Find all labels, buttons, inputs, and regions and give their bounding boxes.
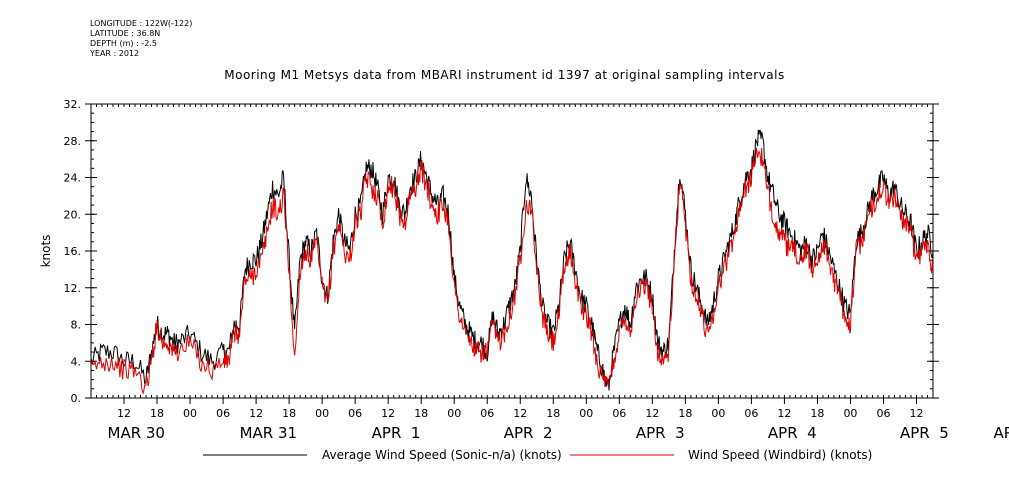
y-tick-label: 20. (64, 208, 82, 221)
depth-text: DEPTH (m) : -2.5 (90, 39, 157, 48)
x-hour-label: 18 (678, 407, 692, 420)
x-hour-label: 00 (843, 407, 857, 420)
series-layer (90, 129, 934, 394)
y-axis-label: knots (39, 235, 53, 268)
series-line-windbird-wind-speed (90, 147, 934, 394)
x-hour-label: 06 (216, 407, 230, 420)
x-day-label: APR 5 (900, 424, 949, 442)
x-hour-label: 00 (447, 407, 461, 420)
axes-group: 0. 4. 8. 12. 16. 20. 24. 28. 32. knots 12 18 00 06 12 1… (39, 98, 1009, 442)
x-day-label: APR 1 (372, 424, 421, 442)
y-tick-label: 28. (64, 135, 82, 148)
x-hour-label: 00 (315, 407, 329, 420)
y-tick-label: 32. (64, 98, 82, 111)
legend-label-windbird: Wind Speed (Windbird) (knots) (688, 448, 872, 462)
y-tick-label: 24. (64, 172, 82, 185)
longitude-text: LONGITUDE : 122W(-122) (90, 19, 193, 28)
x-hour-label: 00 (579, 407, 593, 420)
x-hour-label: 18 (546, 407, 560, 420)
x-hour-label: 12 (117, 407, 131, 420)
x-hour-label: 12 (909, 407, 923, 420)
x-hour-label: 00 (183, 407, 197, 420)
y-tick-label: 16. (64, 245, 82, 258)
y-tick-label: 12. (64, 282, 82, 295)
series-line-average-wind-speed (90, 129, 934, 391)
x-day-label: MAR 30 (108, 424, 165, 442)
latitude-text: LATITUDE : 36.8N (90, 29, 161, 38)
legend-label-average: Average Wind Speed (Sonic-n/a) (knots) (322, 448, 562, 462)
y-tick-label: 4. (71, 355, 82, 368)
x-hour-label: 18 (414, 407, 428, 420)
x-hour-label: 12 (777, 407, 791, 420)
x-hour-label: 06 (876, 407, 890, 420)
x-day-label: APR 4 (768, 424, 817, 442)
x-hour-label: 12 (249, 407, 263, 420)
x-day-label: APR 6 (994, 424, 1009, 442)
x-hour-label: 12 (645, 407, 659, 420)
x-hour-label: 18 (150, 407, 164, 420)
chart-title: Mooring M1 Metsys data from MBARI instru… (224, 68, 785, 82)
x-hour-label: 12 (381, 407, 395, 420)
mooring-metadata: LONGITUDE : 122W(-122) LATITUDE : 36.8N … (90, 19, 192, 59)
x-hour-label: 12 (513, 407, 527, 420)
y-tick-label: 8. (71, 319, 82, 332)
x-hour-label: 06 (744, 407, 758, 420)
x-hour-label: 06 (612, 407, 626, 420)
year-text: YEAR : 2012 (90, 49, 140, 58)
x-hour-label: 00 (711, 407, 725, 420)
x-day-label: MAR 31 (240, 424, 297, 442)
x-day-label: APR 3 (636, 424, 685, 442)
legend: Average Wind Speed (Sonic-n/a) (knots) Wi… (203, 448, 872, 462)
x-hour-label: 18 (810, 407, 824, 420)
x-hour-label: 06 (348, 407, 362, 420)
x-hour-label: 06 (480, 407, 494, 420)
x-day-label: APR 2 (504, 424, 553, 442)
x-hour-label: 18 (282, 407, 296, 420)
y-tick-label: 0. (71, 392, 82, 405)
